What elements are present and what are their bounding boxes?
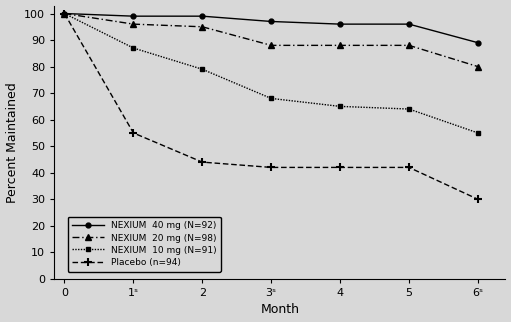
Legend: NEXIUM  40 mg (N=92), NEXIUM  20 mg (N=98), NEXIUM  10 mg (N=91), Placebo (n=94): NEXIUM 40 mg (N=92), NEXIUM 20 mg (N=98)… [67,217,221,272]
X-axis label: Month: Month [260,303,299,317]
Y-axis label: Percent Maintained: Percent Maintained [6,82,18,203]
